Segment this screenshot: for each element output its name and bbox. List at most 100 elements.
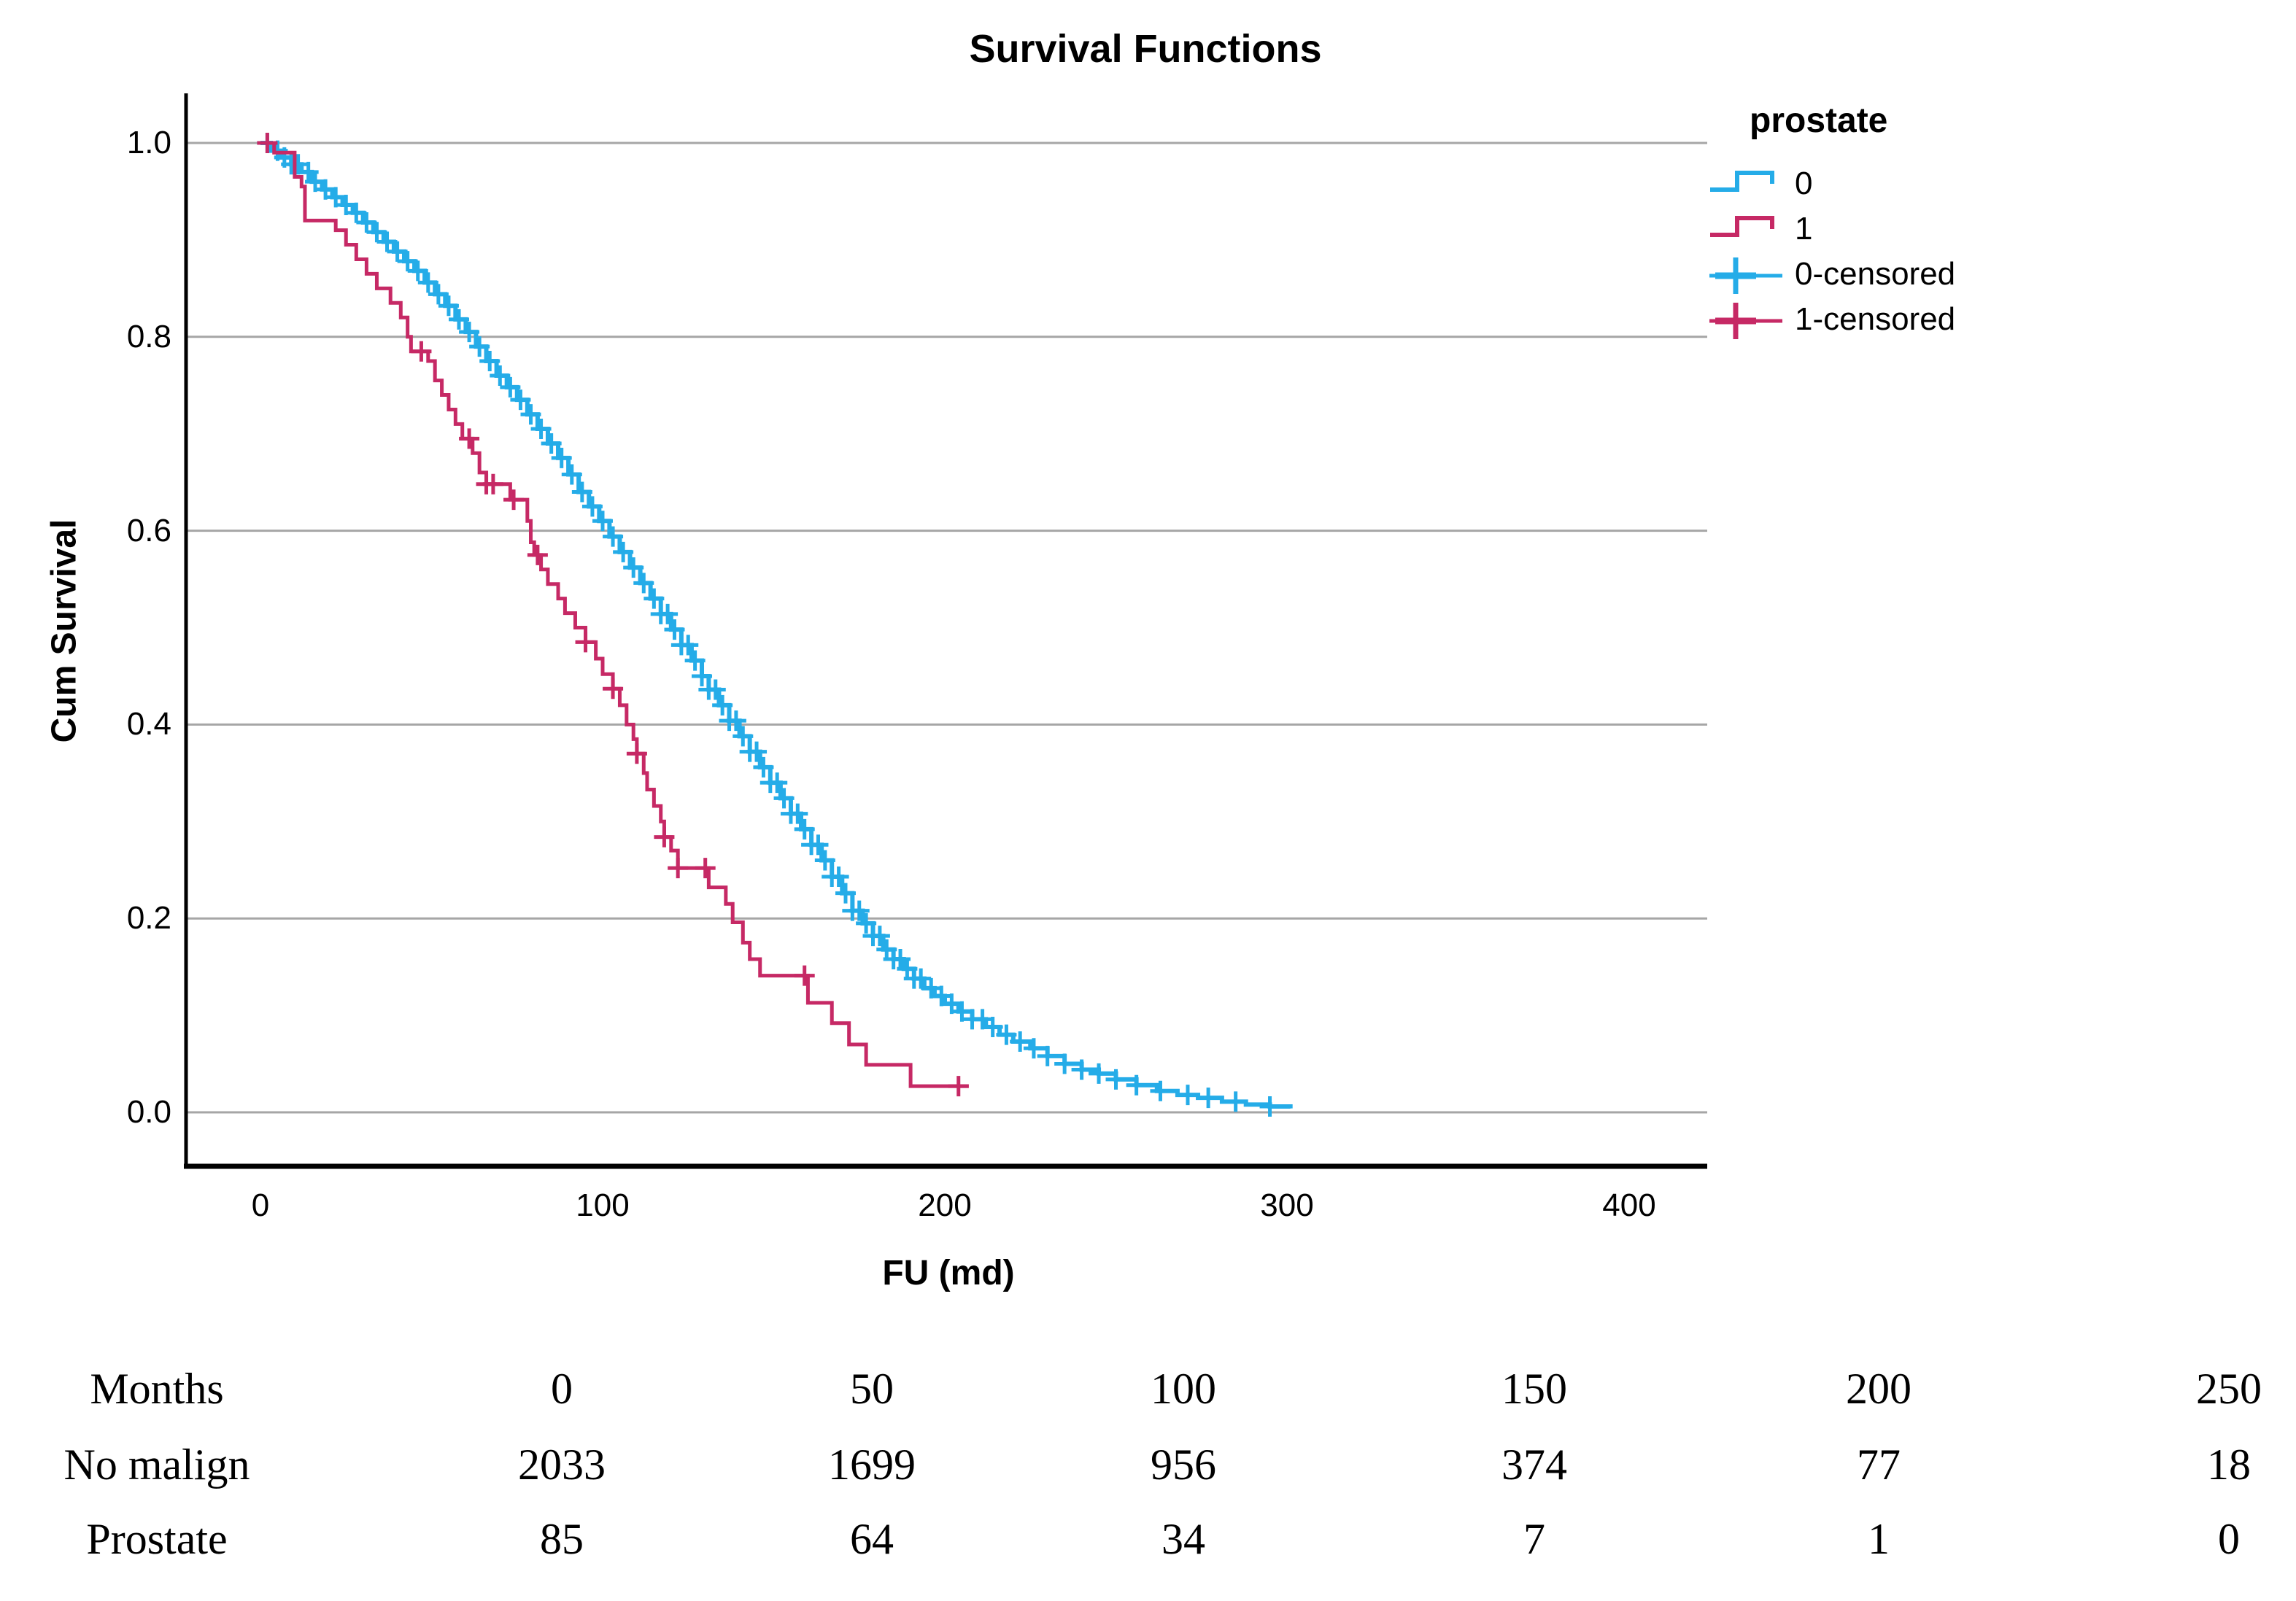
series-1-censored-mark	[948, 1076, 969, 1097]
series-0-censored-mark	[1259, 1096, 1280, 1117]
series-0-censored-mark	[773, 788, 795, 809]
series-0-censored-mark	[767, 772, 788, 794]
series-0-censored-mark	[500, 376, 521, 398]
legend-entry-label: 0	[1795, 166, 1813, 201]
x-tick-label: 200	[918, 1187, 972, 1223]
series-0-censored-mark	[753, 756, 774, 778]
series-0-censored-mark	[692, 665, 713, 686]
legend: prostate 0 1 0-censored 1-censored	[1707, 101, 2262, 342]
series-0-censored-mark	[520, 404, 541, 425]
legend-entry-label: 1	[1795, 211, 1813, 247]
series-0-censored-mark	[657, 603, 679, 624]
series-0-censored-mark	[849, 900, 870, 921]
series-0-censored-mark	[996, 1024, 1017, 1045]
series-0-censored-mark	[643, 588, 665, 609]
series-0-censored-mark	[931, 985, 952, 1007]
series-1-censored-mark	[654, 826, 675, 848]
series-0-censored-mark	[1150, 1080, 1171, 1101]
series-0-censored-mark	[1177, 1085, 1198, 1106]
series-0-censored-mark	[1071, 1059, 1092, 1080]
series-0-censored-mark	[571, 481, 592, 503]
series-0-censored-mark	[438, 295, 459, 317]
table-row: Prostate 85 64 34 7 1 0	[0, 1513, 2296, 1565]
series-0-censored-mark	[581, 496, 603, 517]
table-cell: 0	[2218, 1515, 2240, 1563]
series-0-censored-mark	[346, 202, 367, 223]
series-0-censored-mark	[856, 912, 877, 934]
series-1-censored-mark	[695, 858, 716, 879]
series-0-censored-mark	[623, 557, 644, 578]
series-0-censored-mark	[530, 419, 552, 440]
legend-entries: 0 1 0-censored 1-censored	[1707, 161, 2262, 342]
series-0-censored-mark	[315, 179, 336, 200]
table-cell: 18	[2207, 1441, 2251, 1489]
series-1-censored-mark	[794, 965, 815, 986]
series-1-censored-mark	[575, 632, 596, 653]
series-0-censored-mark	[664, 619, 685, 640]
legend-entry: 1-censored	[1707, 297, 2262, 342]
table-cell: 0	[551, 1365, 573, 1413]
table-cell: 50	[850, 1365, 894, 1413]
series-0-censored-mark	[305, 171, 326, 193]
chart-title: Survival Functions	[969, 27, 1322, 71]
row-label: No malign	[63, 1441, 250, 1489]
series-0-censored-mark	[1037, 1045, 1058, 1066]
series-0-censored-mark	[428, 284, 449, 305]
series-0-censored-mark	[1054, 1053, 1075, 1074]
legend-title: prostate	[1750, 101, 1888, 140]
step-line-sample-icon	[1710, 216, 1774, 237]
series-0-censored-mark	[551, 447, 572, 468]
y-tick-label: 0.6	[126, 512, 171, 548]
series-0-censored-mark	[366, 222, 387, 243]
series-0-censored-mark	[417, 272, 438, 293]
series-0-censored-mark	[746, 741, 768, 762]
series-0-censored-mark	[1126, 1074, 1147, 1096]
censored-marker-sample-icon	[1709, 303, 1782, 339]
series-0-censored-mark	[828, 867, 849, 888]
series-0-censored-mark	[835, 883, 856, 904]
table-row: No malign 2033 1699 956 374 77 18	[0, 1438, 2296, 1491]
table-cell: 250	[2196, 1365, 2262, 1413]
censored-marker-sample-icon	[1709, 257, 1782, 294]
table-cell: 374	[1501, 1441, 1567, 1489]
series-0-censored-mark	[678, 635, 699, 656]
row-label: Prostate	[86, 1515, 228, 1563]
legend-entry: 0-censored	[1707, 252, 2262, 297]
series-1-censored-mark	[668, 858, 689, 879]
series-0-censored-mark	[336, 195, 357, 216]
series-0-censored-mark	[725, 710, 746, 732]
series-0-censored-mark	[982, 1017, 1003, 1038]
table-cell: 956	[1151, 1441, 1216, 1489]
series-0-censored-mark	[387, 241, 408, 262]
table-cell: 7	[1523, 1515, 1545, 1563]
y-tick-label: 0.2	[126, 900, 171, 937]
series-0-censored-mark	[287, 154, 309, 175]
y-tick-label: 0.0	[126, 1094, 171, 1130]
series-0-censored-mark	[459, 322, 480, 343]
series-0-censored-mark	[733, 726, 754, 747]
x-tick-label: 300	[1260, 1187, 1314, 1223]
series-1-censored-mark	[257, 133, 278, 153]
row-label: Months	[90, 1365, 224, 1413]
series-0-censored-mark	[787, 803, 808, 824]
series-1-censored-mark	[482, 473, 503, 495]
series-0-censored-mark	[592, 511, 613, 532]
table-cell: 85	[540, 1515, 584, 1563]
series-0-censored-mark	[1105, 1069, 1126, 1090]
legend-entry-label: 0-censored	[1795, 256, 1956, 292]
table-cell: 34	[1161, 1515, 1205, 1563]
series-0-censored-mark	[794, 818, 815, 840]
series-0-censored-mark	[469, 336, 490, 357]
series-0-censored-mark	[490, 365, 511, 386]
y-tick-label: 0.4	[126, 706, 171, 743]
table-cell: 1699	[828, 1441, 916, 1489]
table-cell: 150	[1501, 1365, 1567, 1413]
table-row: Months 0 50 100 150 200 250	[0, 1362, 2296, 1415]
series-0-censored-mark	[603, 526, 624, 547]
series-0-censored-mark	[356, 212, 377, 233]
legend-entry-label: 1-censored	[1795, 301, 1956, 337]
series-0-censored-mark	[1225, 1091, 1246, 1112]
